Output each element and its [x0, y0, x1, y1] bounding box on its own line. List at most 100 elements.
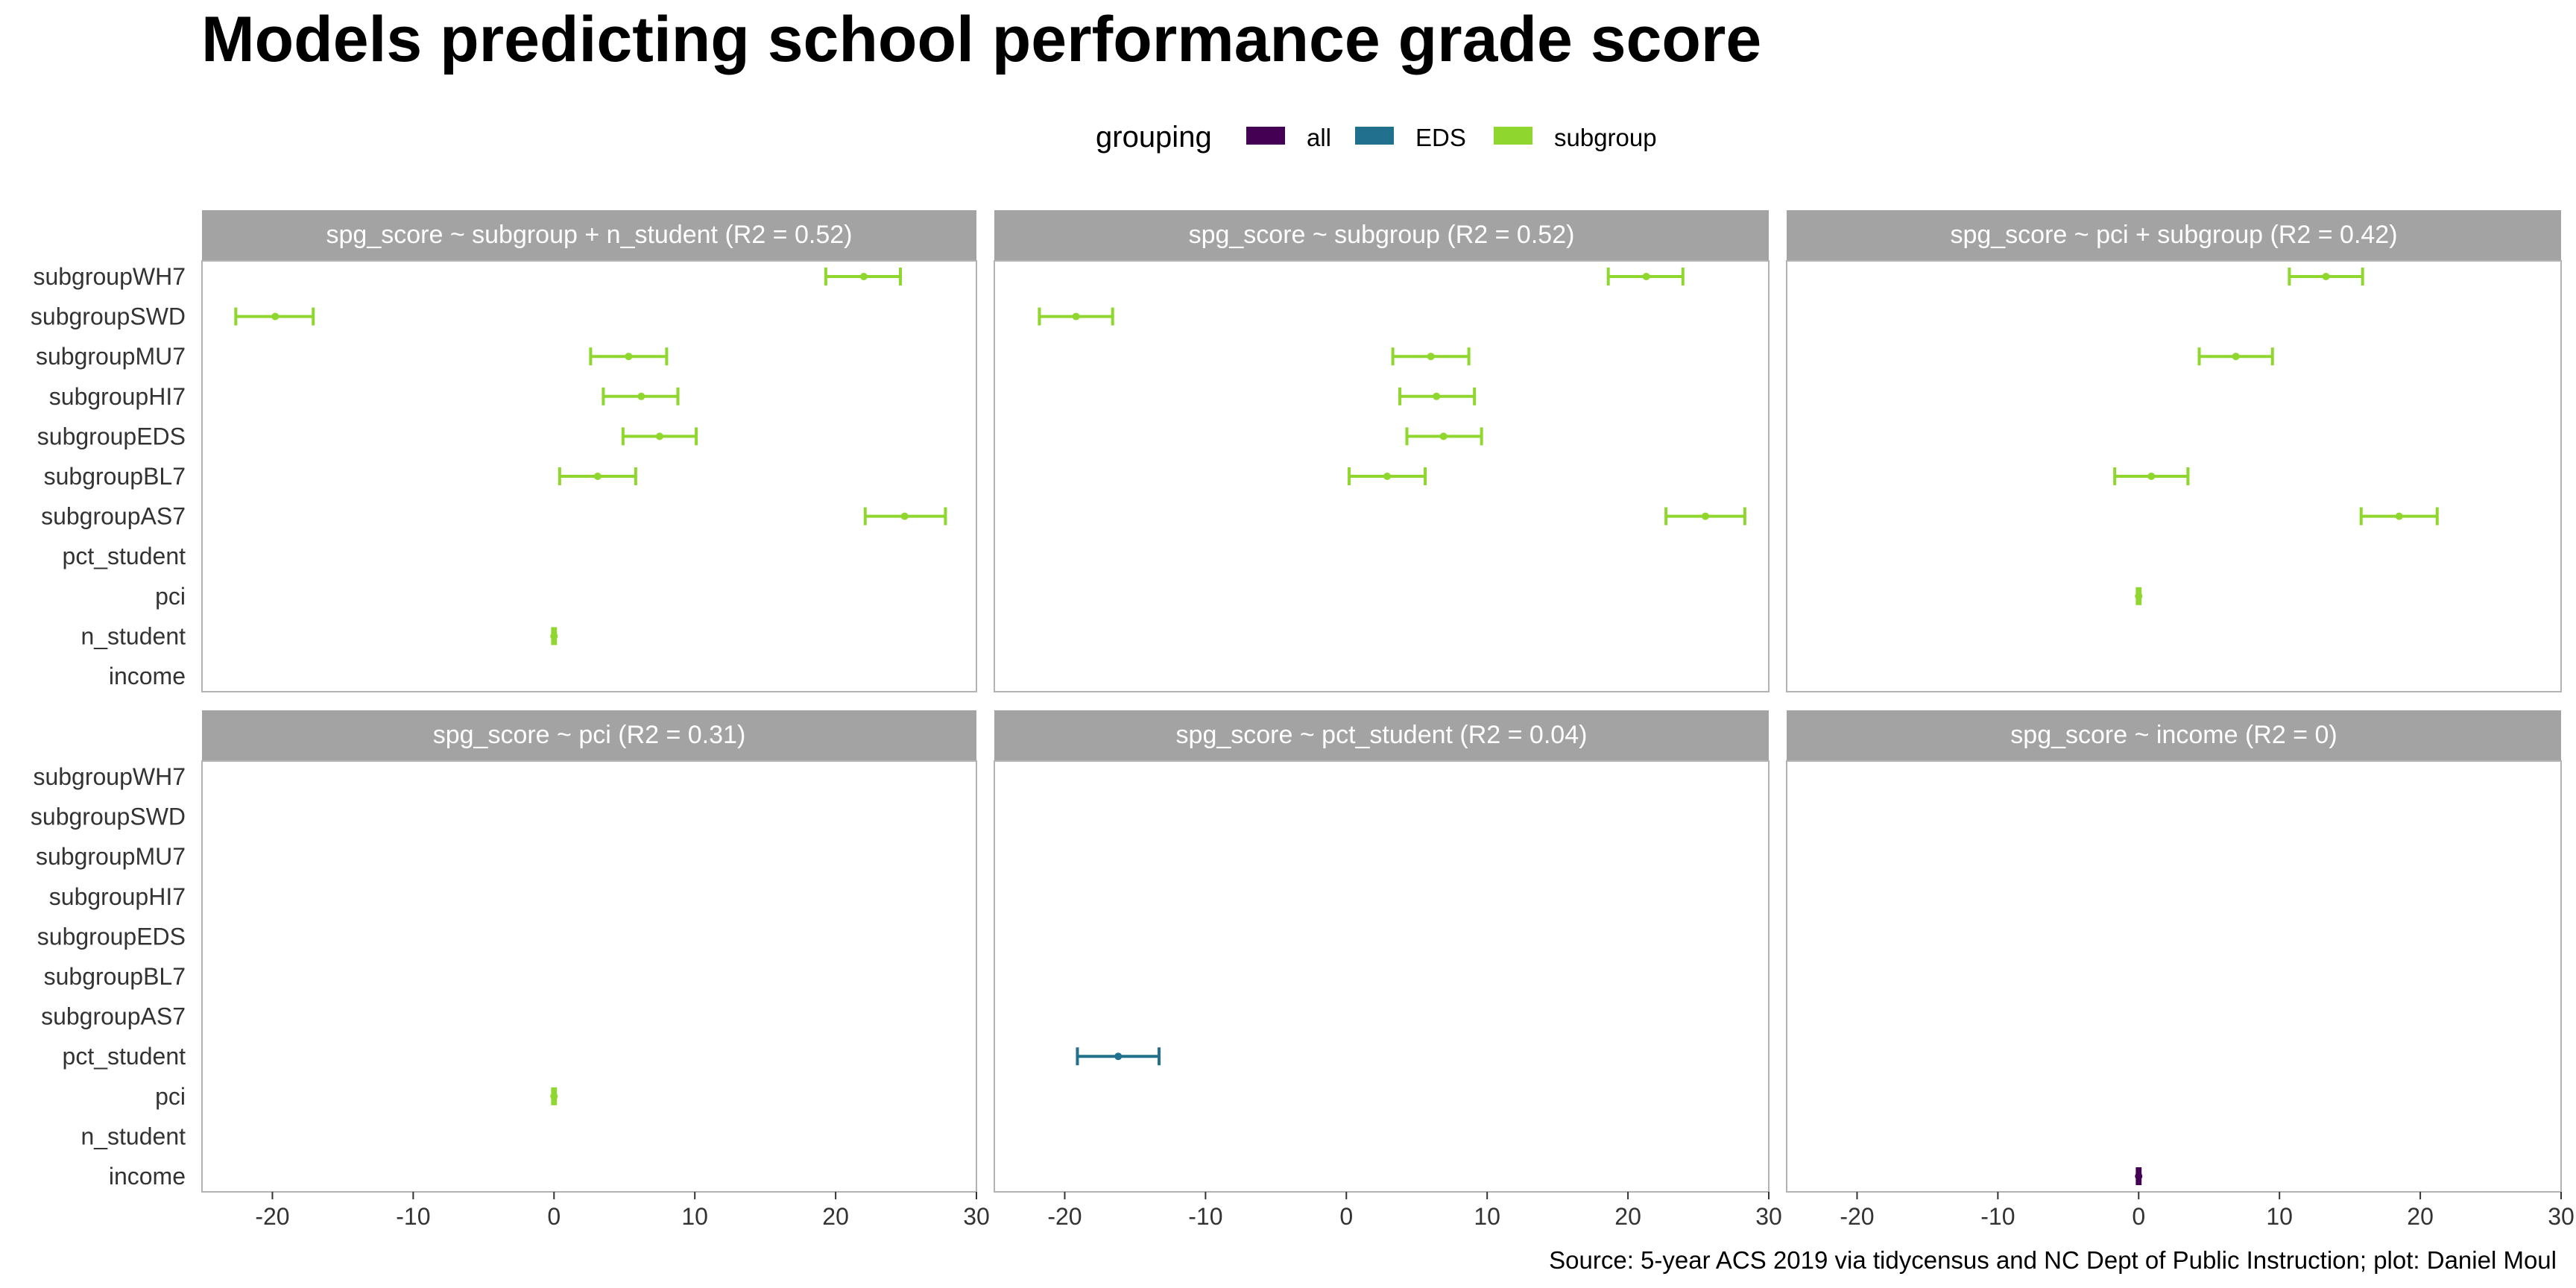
coef-point-pci [550, 1087, 558, 1105]
x-tick-label: 10 [681, 1203, 708, 1230]
coef-point-subgroupHI7 [602, 387, 680, 405]
coef-point-n_student [550, 627, 558, 645]
x-tick-label: 0 [547, 1203, 561, 1230]
facet-strip [1787, 210, 2561, 261]
y-tick-label: pci [155, 583, 186, 610]
y-tick-label: subgroupSWD [31, 303, 186, 330]
coef-point-subgroupMU7 [1391, 347, 1471, 366]
legend-label-EDS: EDS [1415, 124, 1466, 151]
y-tick-label: subgroupHI7 [49, 383, 186, 410]
x-tick-label: 0 [2132, 1203, 2145, 1230]
y-tick-label: income [109, 1163, 186, 1190]
coef-point-income [2135, 1167, 2143, 1185]
y-tick-label: subgroupMU7 [36, 343, 186, 370]
x-tick-label: 20 [822, 1203, 849, 1230]
estimate-dot [1439, 432, 1448, 441]
y-tick-label: subgroupAS7 [41, 503, 186, 530]
y-tick-label: n_student [80, 1123, 186, 1149]
facet-strip [994, 710, 1769, 761]
estimate-dot [2232, 353, 2240, 361]
legend-key-subgroup [1494, 127, 1532, 145]
legend-label-subgroup: subgroup [1554, 124, 1657, 151]
x-tick-label: -10 [396, 1203, 430, 1230]
estimate-dot [1642, 273, 1650, 280]
legend-key-all [1246, 127, 1285, 145]
x-tick-label: -10 [1980, 1203, 2015, 1230]
estimate-dot [859, 273, 868, 280]
coef-point-subgroupEDS [1405, 427, 1483, 446]
coef-point-pci [2135, 587, 2143, 605]
legend-title: grouping [1096, 121, 1212, 154]
facet-strip [994, 210, 1769, 261]
estimate-dot [900, 512, 909, 520]
facet-panel-5: spg_score ~ pct_student (R2 = 0.04) -20 -1… [994, 710, 1782, 1230]
estimate-dot [1701, 512, 1709, 520]
chart-title: Models predicting school performance gra… [201, 4, 1761, 75]
estimate-dot [655, 432, 663, 441]
facet-panel-2: spg_score ~ subgroup (R2 = 0.52) [994, 210, 1770, 692]
x-tick-label: -10 [1188, 1203, 1222, 1230]
panel-border [1786, 260, 2562, 692]
estimate-dot [637, 392, 645, 400]
x-tick-label: -20 [1047, 1203, 1082, 1230]
panel-border [201, 760, 977, 1193]
estimate-dot [593, 473, 602, 480]
coef-point-pct_student [1076, 1047, 1161, 1066]
panel-border [201, 260, 977, 692]
estimate-dot [1114, 1052, 1123, 1061]
coef-point-subgroupAS7 [1664, 507, 1746, 525]
y-tick-label: income [109, 663, 186, 689]
facet-panel-4: spg_score ~ pci (R2 = 0.31) subgroupWH7 su… [31, 710, 990, 1230]
coef-point-subgroupAS7 [2359, 507, 2439, 525]
facet-strip-title: spg_score ~ pci (R2 = 0.31) [433, 721, 746, 749]
y-tick-label: subgroupMU7 [36, 843, 186, 870]
coef-point-subgroupAS7 [863, 507, 947, 525]
estimate-dot [1072, 312, 1080, 321]
x-tick-label: 10 [2266, 1203, 2293, 1230]
y-tick-label: subgroupWH7 [33, 263, 186, 290]
y-tick-label: subgroupWH7 [33, 763, 186, 790]
panel-border [1786, 760, 2562, 1193]
facet-panel-6: spg_score ~ income (R2 = 0) -20 -10 0 10 20 30 [1786, 710, 2575, 1230]
estimate-dot [2135, 592, 2143, 600]
x-tick-label: -20 [255, 1203, 289, 1230]
facet-panel-3: spg_score ~ pci + subgroup (R2 = 0.42) [1786, 210, 2562, 692]
coef-point-subgroupWH7 [1606, 268, 1685, 285]
estimate-dot [1433, 392, 1441, 400]
x-tick-label: 30 [963, 1203, 990, 1230]
x-tick-label: 20 [2407, 1203, 2434, 1230]
facet-panels: spg_score ~ subgroup + n_student (R2 = 0… [31, 210, 2575, 1230]
legend-key-EDS [1355, 127, 1394, 145]
y-tick-label: subgroupHI7 [49, 883, 186, 910]
estimate-dot [550, 1092, 558, 1100]
coef-point-subgroupEDS [621, 427, 698, 446]
coef-point-subgroupBL7 [2113, 467, 2190, 485]
estimate-dot [1383, 473, 1392, 480]
facet-strip [202, 710, 976, 761]
y-tick-label: pct_student [63, 1043, 186, 1070]
y-tick-label: subgroupAS7 [41, 1003, 186, 1030]
x-tick-label: 30 [2548, 1203, 2575, 1230]
facet-panel-1: spg_score ~ subgroup + n_student (R2 = 0… [31, 210, 977, 692]
legend: grouping all EDS subgroup [1096, 121, 1657, 154]
coef-point-subgroupHI7 [1398, 387, 1477, 405]
x-tick-label: 0 [1339, 1203, 1353, 1230]
y-tick-label: subgroupBL7 [44, 463, 186, 490]
x-tick-label: 30 [1755, 1203, 1782, 1230]
coef-point-subgroupBL7 [558, 467, 637, 485]
estimate-dot [625, 353, 633, 361]
panel-border [994, 760, 1770, 1193]
estimate-dot [2322, 273, 2330, 280]
coef-point-subgroupMU7 [2197, 347, 2274, 366]
y-tick-label: subgroupEDS [37, 423, 186, 449]
y-tick-label: n_student [80, 622, 186, 649]
coef-point-subgroupSWD [1038, 307, 1114, 326]
estimate-dot [2147, 473, 2156, 480]
estimate-dot [271, 312, 280, 321]
x-tick-label: -20 [1840, 1203, 1874, 1230]
x-tick-label: 10 [1474, 1203, 1500, 1230]
y-tick-label: subgroupBL7 [44, 963, 186, 990]
x-tick-label: 20 [1614, 1203, 1641, 1230]
caption: Source: 5-year ACS 2019 via tidycensus a… [1549, 1246, 2557, 1274]
